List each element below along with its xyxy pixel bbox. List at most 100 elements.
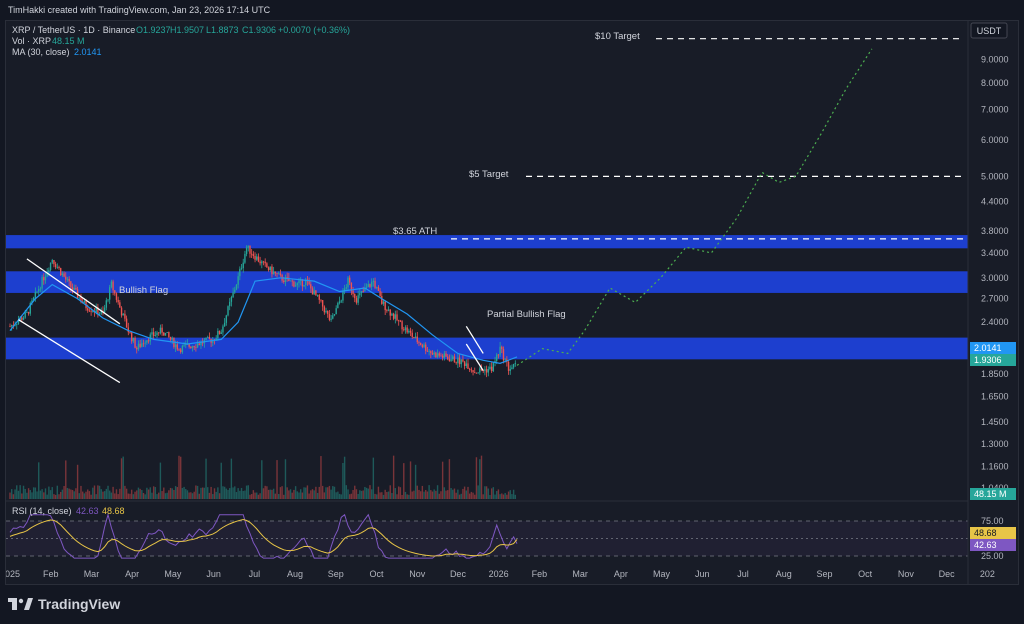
volume-bar-32 [63,486,65,499]
volume-bar-119 [210,486,212,499]
volume-bar-35 [68,488,70,499]
price-chart[interactable]: XRP / TetherUS · 1D · Binance O1.9237 H1… [0,21,1018,584]
candle-body-297 [511,367,513,370]
volume-bar-270 [465,490,467,499]
volume-bar-230 [398,486,400,499]
volume-bar-79 [142,492,145,499]
candle-body-72 [130,332,133,342]
volume-bar-108 [191,493,194,499]
candle-body-267 [460,359,462,365]
candle-body-261 [450,359,452,362]
candle-body-206 [357,295,359,303]
y-tick-label-10: 2.4000 [981,317,1009,327]
volume-bar-39 [75,488,77,499]
candle-body-136 [239,268,241,277]
volume-bar-113 [200,487,202,499]
candle-body-24 [49,262,52,271]
volume-bar-299 [514,494,517,499]
volume-bar-238 [411,491,413,499]
attribution-text: TimHakki created with TradingView.com, J… [8,5,271,15]
flag-line-3 [465,343,484,371]
volume-bar-91 [163,487,165,499]
candle-body-26 [53,260,55,265]
volume-bar-294 [506,494,508,499]
candle-body-185 [321,300,324,307]
volume-bar-131 [230,458,233,499]
legend-high: H1.9507 [170,25,204,35]
candle-body-125 [220,332,222,334]
candle-body-8 [22,317,25,320]
candle-body-198 [343,288,346,291]
volume-bar-33 [65,460,67,499]
volume-bar-227 [392,455,395,499]
candle-body-205 [355,298,358,303]
volume-bar-197 [342,462,344,499]
candle-body-165 [288,277,290,282]
volume-bar-258 [445,490,447,499]
rsi-tick-label-0: 75.00 [981,516,1004,526]
volume-bar-273 [470,491,473,499]
candle-body-58 [107,299,109,301]
candle-body-85 [152,332,155,336]
volume-bar-202 [350,493,353,499]
candle-body-290 [499,346,501,355]
candle-body-285 [490,366,493,372]
candle-body-243 [419,342,422,346]
candle-body-234 [404,327,407,331]
chart-frame[interactable]: XRP / TetherUS · 1D · Binance O1.9237 H1… [0,20,1019,585]
candle-body-23 [48,270,50,273]
currency-button-label[interactable]: USDT [977,26,1002,36]
candle-body-220 [381,296,383,304]
volume-bar-261 [450,488,452,499]
volume-bar-63 [115,489,118,499]
candle-body-120 [212,339,214,343]
candle-body-182 [316,295,319,297]
ma-badge [970,342,1016,354]
candle-body-204 [354,294,356,299]
volume-bar-286 [492,487,495,499]
candle-body-283 [487,369,489,373]
rsi-line [9,512,518,559]
volume-bar-26 [53,494,55,499]
volume-bar-272 [468,493,471,499]
volume-bar-14 [32,487,35,499]
volume-bar-94 [168,490,170,499]
candle-body-110 [195,347,197,348]
candle-body-142 [249,245,251,254]
volume-bar-297 [511,494,513,499]
candle-body-232 [401,321,403,330]
candle-body-135 [237,276,239,285]
volume-bar-187 [325,487,327,499]
volume-badge [970,488,1016,500]
volume-bar-233 [403,463,405,499]
candle-body-289 [497,354,500,356]
candle-body-286 [492,362,495,372]
volume-bar-18 [39,490,42,499]
tradingview-logo[interactable]: TradingView [8,596,120,612]
volume-bar-24 [49,490,52,499]
candle-body-219 [379,290,381,297]
currency-button[interactable] [970,22,1008,39]
volume-bar-285 [490,488,493,499]
candle-body-296 [509,369,511,371]
volume-bar-118 [208,492,211,499]
volume-bar-147 [257,494,260,499]
volume-bar-219 [379,492,381,499]
ma30-line [9,277,518,364]
close-badge-text: 1.9306 [974,355,1002,365]
volume-bar-163 [284,459,287,499]
volume-bar-156 [272,488,275,499]
candle-body-251 [433,352,435,355]
volume-bar-253 [436,485,439,499]
candle-body-108 [191,346,194,349]
volume-bar-178 [310,490,312,499]
candle-body-134 [235,284,238,290]
volume-bar-125 [220,462,222,499]
candle-body-163 [284,276,287,283]
volume-bar-249 [430,490,432,499]
volume-bar-215 [372,457,375,499]
y-tick-label-9: 2.7000 [981,294,1009,304]
candle-body-170 [296,283,298,286]
candle-body-33 [65,276,67,280]
volume-bar-287 [494,494,496,499]
